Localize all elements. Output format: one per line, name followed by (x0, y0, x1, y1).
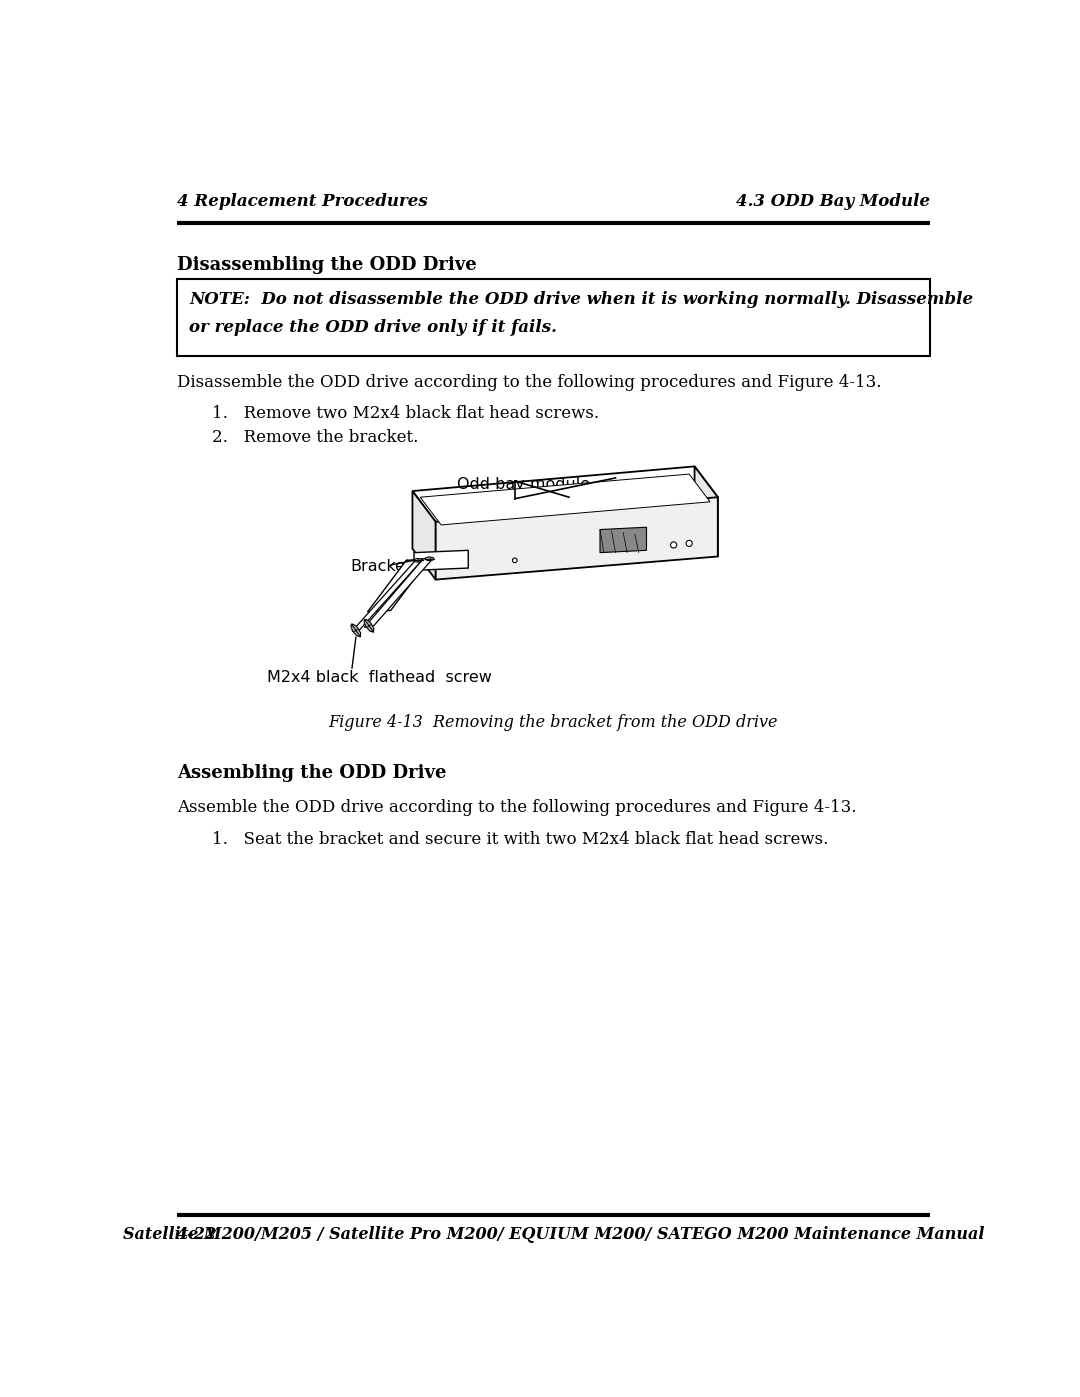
Text: NOTE:  Do not disassemble the ODD drive when it is working normally. Disassemble: NOTE: Do not disassemble the ODD drive w… (189, 291, 973, 307)
Polygon shape (600, 527, 647, 553)
Circle shape (671, 542, 677, 548)
Polygon shape (694, 467, 718, 556)
Text: Odd bay module: Odd bay module (457, 478, 590, 492)
Text: 4-22: 4-22 (177, 1227, 217, 1243)
Polygon shape (414, 550, 469, 570)
Polygon shape (426, 557, 434, 560)
Text: Satellite M200/M205 / Satellite Pro M200/ EQUIUM M200/ SATEGO M200 Maintenance M: Satellite M200/M205 / Satellite Pro M200… (123, 1227, 984, 1243)
Text: Assemble the ODD drive according to the following procedures and Figure 4-13.: Assemble the ODD drive according to the … (177, 799, 856, 816)
Text: Figure 4-13  Removing the bracket from the ODD drive: Figure 4-13 Removing the bracket from th… (328, 714, 779, 732)
Circle shape (512, 557, 517, 563)
Text: Assembling the ODD Drive: Assembling the ODD Drive (177, 764, 446, 782)
Text: 4 Replacement Procedures: 4 Replacement Procedures (177, 193, 428, 210)
Polygon shape (413, 467, 718, 522)
Text: 1.   Remove two M2x4 black flat head screws.: 1. Remove two M2x4 black flat head screw… (213, 405, 599, 422)
Polygon shape (435, 497, 718, 580)
Polygon shape (414, 559, 422, 562)
Polygon shape (413, 490, 435, 580)
Polygon shape (364, 619, 374, 631)
Text: Disassemble the ODD drive according to the following procedures and Figure 4-13.: Disassemble the ODD drive according to t… (177, 374, 881, 391)
Text: 4.3 ODD Bay Module: 4.3 ODD Bay Module (737, 193, 930, 210)
Polygon shape (420, 474, 710, 525)
Bar (177, 279, 930, 356)
Text: 2.   Remove the bracket.: 2. Remove the bracket. (213, 429, 419, 447)
Polygon shape (352, 559, 423, 631)
Polygon shape (351, 624, 361, 637)
Text: 1.   Seat the bracket and secure it with two M2x4 black flat head screws.: 1. Seat the bracket and secure it with t… (213, 831, 828, 848)
Text: M2x4 black  flathead  screw: M2x4 black flathead screw (267, 669, 491, 685)
Polygon shape (364, 557, 433, 627)
Text: Bracket: Bracket (350, 559, 411, 574)
Polygon shape (367, 559, 430, 612)
Text: or replace the ODD drive only if it fails.: or replace the ODD drive only if it fail… (189, 320, 557, 337)
Text: Disassembling the ODD Drive: Disassembling the ODD Drive (177, 256, 476, 274)
Circle shape (686, 541, 692, 546)
